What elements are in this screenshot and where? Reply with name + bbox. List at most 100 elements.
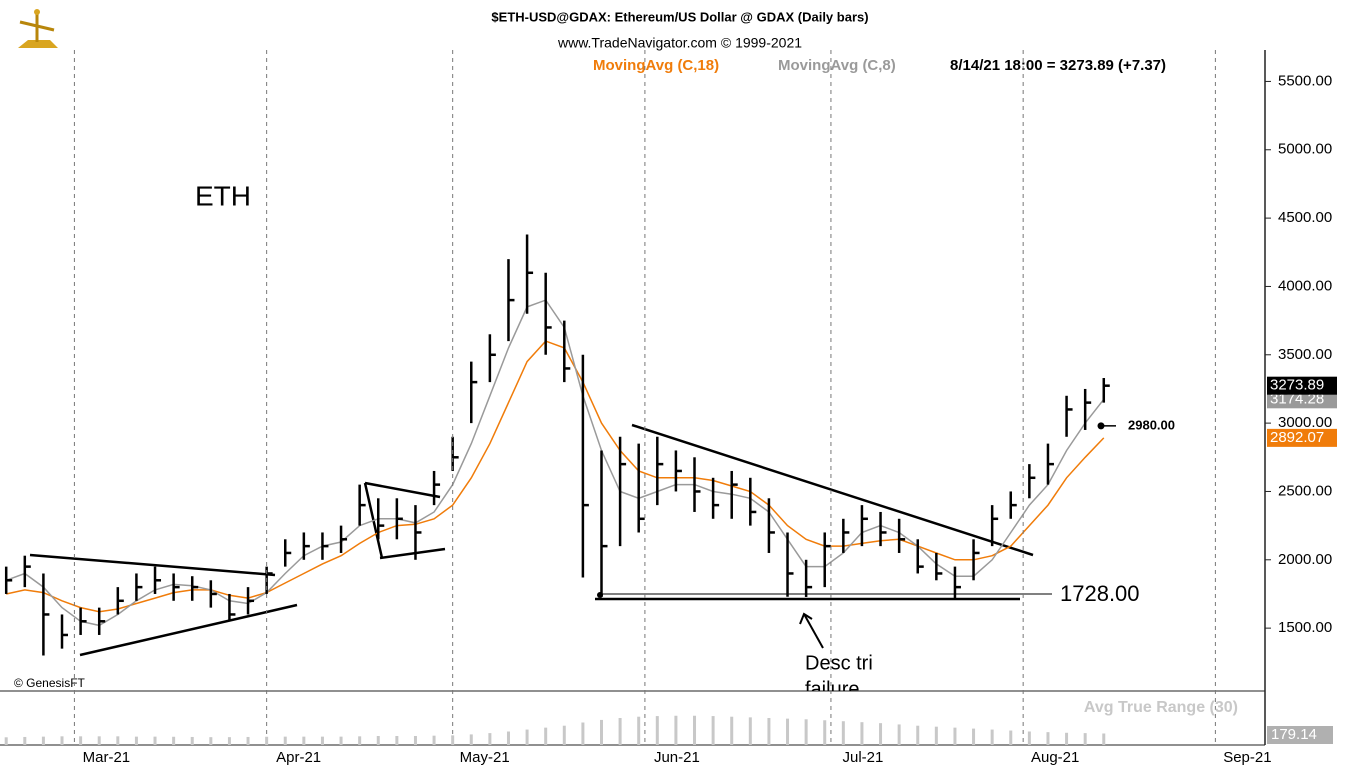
indicator-bar bbox=[618, 718, 622, 745]
chart-subtitle: www.TradeNavigator.com © 1999-2021 bbox=[557, 35, 802, 51]
indicator-bar bbox=[246, 736, 250, 745]
indicator-bar bbox=[97, 736, 101, 745]
indicator-bar bbox=[748, 717, 752, 745]
x-tick-label: Apr-21 bbox=[276, 749, 321, 766]
indicator-bar bbox=[730, 716, 734, 745]
indicator-bar bbox=[581, 722, 585, 745]
indicator-bar bbox=[413, 736, 417, 745]
x-tick-label: Jul-21 bbox=[843, 749, 884, 766]
y-tick-label: 5000.00 bbox=[1278, 141, 1332, 158]
annotation-dot bbox=[597, 591, 603, 598]
x-tick-label: Mar-21 bbox=[83, 749, 131, 766]
y-tick-label: 2500.00 bbox=[1278, 482, 1332, 499]
ma18-tag bbox=[1267, 428, 1337, 447]
indicator-bar bbox=[990, 729, 994, 745]
indicator-bar bbox=[916, 725, 920, 745]
legend-entry: MovingAvg (C,18) bbox=[593, 57, 719, 74]
indicator-bar bbox=[693, 715, 697, 745]
logo bbox=[18, 9, 58, 48]
indicator-bar bbox=[1046, 732, 1050, 745]
y-tick-label: 2000.00 bbox=[1278, 551, 1332, 568]
indicator-bar bbox=[544, 727, 548, 745]
note-line: Desc tri bbox=[805, 652, 873, 674]
indicator-bar bbox=[972, 728, 976, 745]
indicator-bar bbox=[860, 722, 864, 745]
indicator-bar bbox=[116, 736, 120, 745]
annotation-label: 1728.00 bbox=[1060, 581, 1140, 606]
plot-area: Desc tri failure bbox=[4, 234, 1116, 700]
indicator-bar bbox=[506, 731, 510, 745]
indicator-bar bbox=[525, 729, 529, 745]
note-line: failure bbox=[805, 678, 859, 700]
indicator-bar bbox=[655, 716, 659, 745]
indicator-bar bbox=[60, 736, 64, 745]
price-tag-label: 3273.89 bbox=[1270, 377, 1324, 394]
x-tick-label: Jun-21 bbox=[654, 749, 700, 766]
moving-average-line bbox=[5, 299, 1105, 627]
indicator-bar bbox=[190, 736, 194, 745]
indicator-bar bbox=[786, 718, 790, 745]
value-tag bbox=[1267, 726, 1333, 744]
y-tick-label: 1500.00 bbox=[1278, 619, 1332, 636]
indicator-bar bbox=[23, 736, 27, 745]
indicator-bar bbox=[674, 715, 678, 745]
annotation-label: 2980.00 bbox=[1128, 417, 1175, 432]
moving-average-line bbox=[6, 340, 1105, 613]
indicator-bar bbox=[823, 720, 827, 745]
ma18-tag-label: 2892.07 bbox=[1270, 429, 1324, 446]
indicator-bar bbox=[953, 727, 957, 745]
indicator-bar bbox=[804, 719, 808, 745]
indicator-bar bbox=[879, 723, 883, 745]
copyright: © GenesisFT bbox=[14, 676, 86, 690]
indicator-bar bbox=[841, 721, 845, 745]
indicator-bar bbox=[283, 736, 287, 745]
indicator-bar bbox=[1083, 733, 1087, 745]
y-tick-label: 3500.00 bbox=[1278, 346, 1332, 363]
indicator-bar bbox=[79, 736, 83, 745]
indicator-bar bbox=[599, 719, 603, 745]
indicator-bar bbox=[376, 736, 380, 745]
indicator-bar bbox=[172, 736, 176, 745]
indicator-bar bbox=[1102, 733, 1106, 745]
indicator-bar bbox=[488, 733, 492, 745]
indicator-bar bbox=[209, 737, 213, 745]
indicator-bar bbox=[4, 737, 8, 745]
indicator-bar bbox=[395, 736, 399, 745]
y-tick-label: 4000.00 bbox=[1278, 277, 1332, 294]
indicator-bar bbox=[339, 736, 343, 745]
indicator-bar bbox=[1027, 731, 1031, 745]
y-tick-label: 3000.00 bbox=[1278, 414, 1332, 431]
indicator-name: Avg True Range (30) bbox=[1084, 699, 1238, 716]
x-tick-label: Sep-21 bbox=[1223, 749, 1271, 766]
indicator-bar bbox=[320, 736, 324, 745]
y-tick-label: 5500.00 bbox=[1278, 72, 1332, 89]
indicator-bar bbox=[562, 725, 566, 745]
indicator-bar bbox=[711, 716, 715, 745]
indicator-bar bbox=[897, 724, 901, 745]
price-tag bbox=[1267, 376, 1337, 395]
x-tick-label: Aug-21 bbox=[1031, 749, 1079, 766]
value-tag-label: 179.14 bbox=[1271, 726, 1317, 743]
indicator-bar bbox=[358, 736, 362, 745]
indicator-bar bbox=[432, 735, 436, 745]
indicator-bar bbox=[153, 736, 157, 745]
indicator-bar bbox=[265, 736, 269, 745]
indicator-bar bbox=[1065, 732, 1069, 745]
indicator-bar bbox=[1009, 730, 1013, 745]
ma8-tag bbox=[1267, 390, 1337, 409]
arrow bbox=[799, 612, 824, 649]
indicator-bar bbox=[134, 736, 138, 745]
indicator-bar bbox=[767, 718, 771, 745]
indicator-bar bbox=[451, 735, 455, 745]
symbol-label: ETH bbox=[195, 180, 251, 211]
quote: 8/14/21 18:00 = 3273.89 (+7.37) bbox=[950, 57, 1166, 74]
indicator-bar bbox=[302, 736, 306, 745]
y-tick-label: 4500.00 bbox=[1278, 209, 1332, 226]
legend-entry: MovingAvg (C,8) bbox=[778, 57, 896, 74]
indicator-bar bbox=[637, 716, 641, 745]
indicator-bar bbox=[41, 736, 45, 745]
x-tick-label: May-21 bbox=[460, 749, 510, 766]
indicator-bar bbox=[934, 726, 938, 745]
indicator-bar bbox=[469, 734, 473, 745]
